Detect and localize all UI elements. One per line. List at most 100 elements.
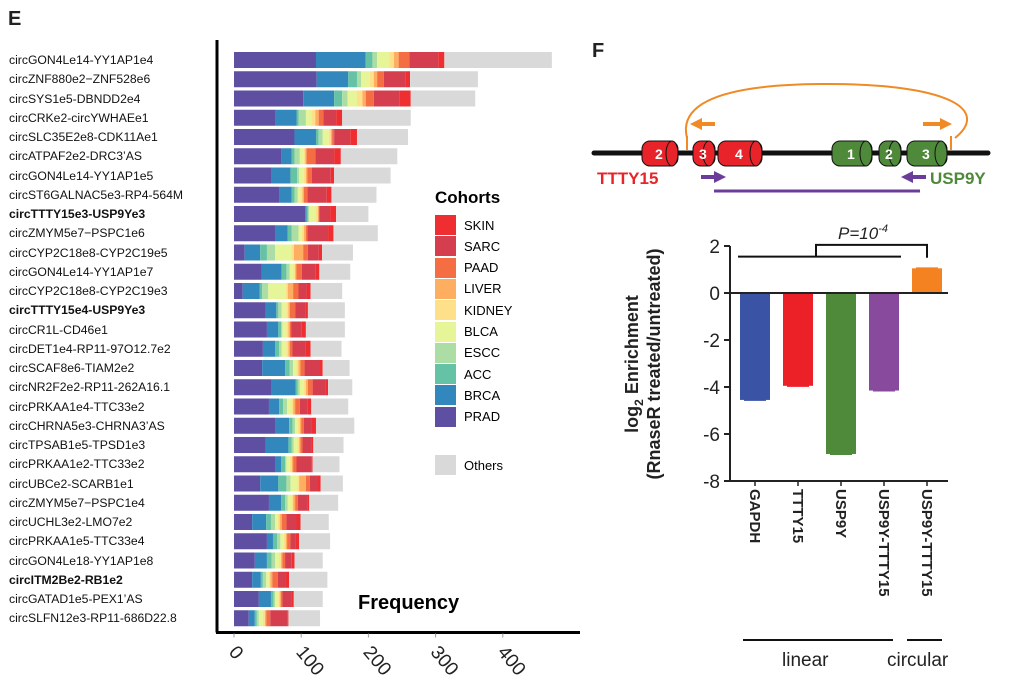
bar-segment-paad bbox=[281, 591, 283, 607]
bar-segment-others bbox=[305, 321, 345, 338]
bar-segment-acc bbox=[288, 437, 292, 453]
bar-segment-acc bbox=[287, 225, 292, 242]
x-axis-label: Frequency bbox=[358, 592, 460, 614]
legend-item-acc: ACC bbox=[435, 364, 492, 385]
bar-segment-paad bbox=[293, 283, 299, 299]
bar-segment-paad bbox=[318, 109, 324, 126]
bar-segment-sarc bbox=[299, 398, 308, 415]
x-tick-label: 200 bbox=[359, 642, 395, 680]
bar-segment-acc bbox=[274, 340, 280, 357]
exon-number: 2 bbox=[655, 146, 663, 162]
bar-segment-sarc bbox=[298, 283, 307, 299]
bar-segment-acc bbox=[291, 148, 295, 165]
bar-segment-prad bbox=[234, 321, 267, 338]
bar-segment-acc bbox=[260, 244, 267, 261]
p-value-label: P=10-4 bbox=[838, 223, 888, 243]
bar-segment-skin bbox=[311, 417, 316, 434]
bar-segment-skin bbox=[305, 340, 311, 357]
bar-segment-paad bbox=[303, 244, 308, 261]
bar-segment-brca bbox=[281, 148, 292, 165]
bar-segment-others bbox=[444, 52, 552, 68]
bar-segment-liver bbox=[293, 494, 296, 511]
bar-segment-escc bbox=[270, 514, 275, 530]
bar-segment-blca bbox=[299, 379, 304, 396]
bar-segment-escc bbox=[279, 340, 282, 357]
bar-segment-others bbox=[410, 90, 476, 107]
group-label-linear: linear bbox=[782, 650, 829, 671]
bar-segment-prad bbox=[234, 340, 263, 357]
panel-e: E circGON4Le14-YY1AP1e4 circZNF880e2−ZNF5… bbox=[8, 8, 580, 680]
bar-segment-liver bbox=[293, 398, 296, 415]
bar-segment-kidney bbox=[286, 340, 289, 357]
bar-segment-blca bbox=[281, 302, 287, 319]
x-category-label: USP9Y-TTTY15 bbox=[918, 489, 935, 597]
bar-segment-blca bbox=[290, 475, 298, 492]
bar-segment-paad bbox=[377, 71, 384, 88]
row-label: circPRKAA1e2-TTC33e2 bbox=[9, 457, 145, 472]
bar-segment-skin bbox=[301, 321, 306, 338]
bar-segment-blca bbox=[305, 109, 312, 126]
bar-segment-others bbox=[319, 263, 351, 280]
bar-segment-blca bbox=[361, 71, 370, 88]
bar-segment-brca bbox=[279, 186, 292, 203]
bar-segment-blca bbox=[274, 514, 278, 530]
bar-segment-acc bbox=[296, 109, 299, 126]
bar-segment-blca bbox=[266, 571, 269, 588]
bar-segment-liver bbox=[362, 90, 366, 107]
bar-segment-escc bbox=[286, 475, 291, 492]
bar-segment-skin bbox=[287, 610, 289, 627]
bar-segment-others bbox=[340, 148, 398, 165]
y-tick-label: 0 bbox=[709, 284, 720, 305]
bar-segment-sarc bbox=[292, 340, 306, 357]
row-label: circTTTY15e3-USP9Ye3 bbox=[9, 207, 146, 221]
bar-segment-liver bbox=[305, 167, 308, 184]
bar-segment-escc bbox=[294, 148, 300, 165]
y-tick-label: -8 bbox=[703, 472, 720, 493]
bar-segment-blca bbox=[274, 552, 280, 569]
bar-segment-skin bbox=[296, 514, 301, 530]
bar-segment-acc bbox=[306, 206, 308, 222]
bar-segment-blca bbox=[287, 398, 292, 415]
bar-segment-acc bbox=[266, 552, 272, 569]
bar-segment-liver bbox=[285, 533, 288, 550]
bar-segment-prad bbox=[234, 302, 266, 319]
bar-segment-acc bbox=[270, 591, 274, 607]
bar-segment-brca bbox=[275, 417, 290, 434]
bar-segment-liver bbox=[291, 456, 294, 473]
bar-segment-liver bbox=[281, 552, 283, 569]
x-tick-label: 400 bbox=[493, 642, 529, 680]
bar-segment-skin bbox=[291, 591, 294, 607]
bar-usp9y-ttty15-circular bbox=[912, 268, 942, 293]
bar-segment-sarc bbox=[295, 302, 306, 319]
bar-segment-paad bbox=[365, 90, 374, 107]
bar-segment-liver bbox=[279, 514, 282, 530]
bar-segment-escc bbox=[297, 379, 300, 396]
bar-segment-escc bbox=[285, 456, 287, 473]
bar-segment-liver bbox=[373, 71, 378, 88]
legend-item-prad: PRAD bbox=[435, 406, 500, 427]
bar-segment-paad bbox=[295, 494, 298, 511]
bar-segment-escc bbox=[277, 533, 281, 550]
bar-segment-prad bbox=[234, 167, 272, 184]
bar-segment-others bbox=[293, 591, 323, 607]
bar-usp9y bbox=[826, 293, 856, 454]
bar-segment-skin bbox=[336, 109, 343, 126]
row-label: circZMYM5e7−PSPC1e4 bbox=[9, 495, 145, 510]
bar-segment-liver bbox=[318, 206, 319, 222]
legend-label: Others bbox=[464, 457, 504, 473]
bar-segment-blca bbox=[377, 52, 390, 68]
bar-segment-liver bbox=[270, 571, 273, 588]
legend-swatch bbox=[435, 385, 456, 406]
bar-segment-brca bbox=[242, 283, 260, 299]
bar-segment-acc bbox=[315, 129, 319, 145]
bar-segment-skin bbox=[325, 379, 329, 396]
bar-segment-sarc bbox=[311, 167, 331, 184]
bar-segment-prad bbox=[234, 109, 276, 126]
panel-f: F 2 3 4 1 2 3 TTTY15 USP9Y 2 0 -2 -4 -6 -8 GAPDH TTT… bbox=[580, 0, 1012, 698]
legend-label: ACC bbox=[464, 366, 492, 382]
bar-segment-acc bbox=[254, 610, 257, 627]
bar-segment-others bbox=[294, 552, 323, 569]
legend-swatch bbox=[435, 455, 456, 475]
bar-segment-prad bbox=[234, 552, 255, 569]
bar-segment-brca bbox=[262, 340, 275, 357]
